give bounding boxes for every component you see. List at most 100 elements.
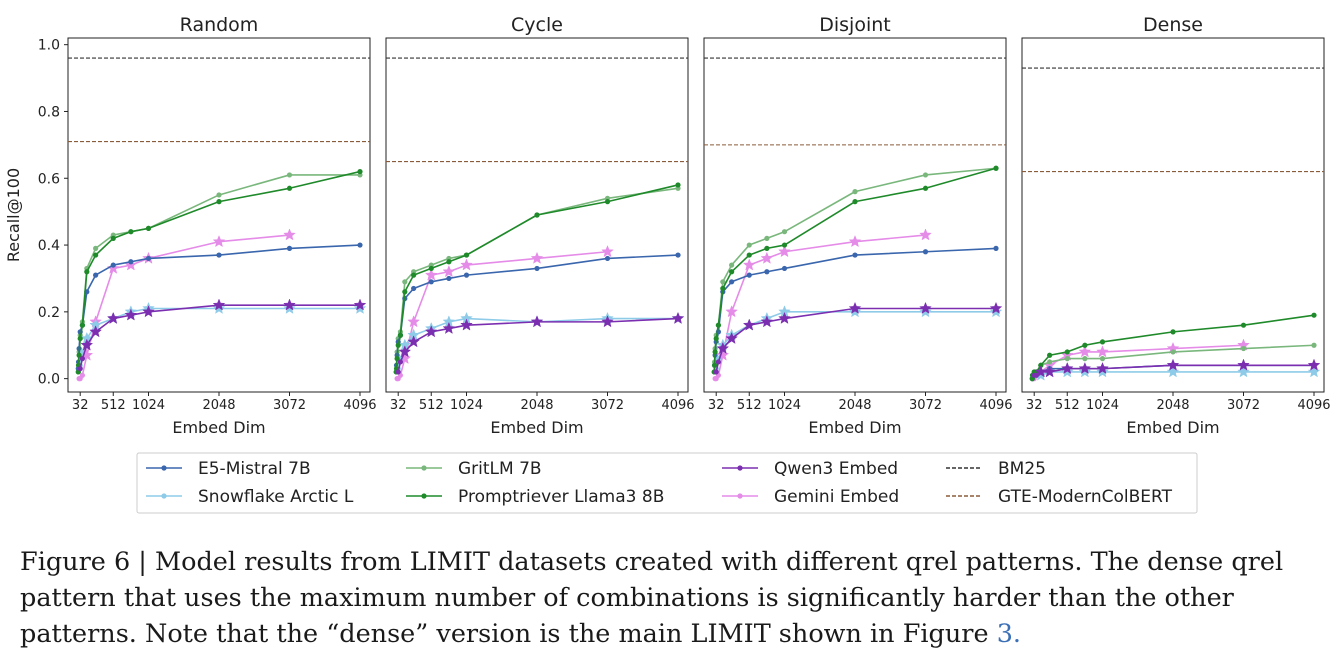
point-gemini-embed-random-64 — [79, 372, 86, 378]
panel-dense: Dense 32 512 1024 2048 3072 4096 Embed Dim — [1021, 14, 1331, 437]
series-qwen3-embed-random — [77, 298, 367, 372]
point-e5-mistral-7b-cycle-768 — [446, 275, 452, 282]
y-tick-label-0.8: 0.8 — [38, 104, 60, 120]
legend-item-snowflake-arctic-l: Snowflake Arctic L — [146, 487, 354, 507]
point-gritlm-7b-disjoint-2048 — [852, 189, 858, 195]
point-qwen3-embed-random-512 — [106, 311, 120, 324]
series-promptriever-llama3-8b-cycle — [393, 182, 681, 375]
point-gemini-embed-cycle-2048 — [530, 251, 544, 264]
series-gemini-embed-disjoint — [712, 228, 932, 382]
point-gritlm-7b-disjoint-768 — [764, 235, 770, 241]
point-promptriever-llama3-8b-dense-2048 — [1170, 329, 1176, 335]
results-figure: Random 32 512 1024 2048 3072 4096 Embed Dim 0.0 0… — [4, 14, 1331, 514]
chart-panels: Random 32 512 1024 2048 3072 4096 Embed Dim 0.0 0… — [4, 14, 1331, 437]
point-qwen3-embed-disjoint-768 — [760, 315, 774, 328]
y-tick-label-1: 1.0 — [38, 38, 60, 54]
point-promptriever-llama3-8b-dense-4096 — [1311, 312, 1317, 318]
point-gritlm-7b-disjoint-256 — [729, 262, 735, 268]
point-promptriever-llama3-8b-random-4096 — [357, 168, 363, 175]
point-promptriever-llama3-8b-disjoint-256 — [729, 269, 735, 275]
figure-caption: Figure 6 | Model results from LIMIT data… — [20, 544, 1320, 652]
point-e5-mistral-7b-disjoint-512 — [746, 272, 752, 278]
point-e5-mistral-7b-cycle-2048 — [534, 265, 540, 272]
point-gritlm-7b-dense-768 — [1082, 356, 1088, 362]
point-e5-mistral-7b-cycle-3072 — [604, 255, 611, 262]
y-tick-label-0: 0.0 — [38, 372, 60, 388]
point-qwen3-embed-cycle-256 — [407, 335, 420, 348]
point-promptriever-llama3-8b-cycle-128 — [402, 289, 408, 295]
point-qwen3-embed-cycle-128 — [398, 345, 412, 358]
point-e5-mistral-7b-random-4096 — [357, 242, 363, 248]
point-qwen3-embed-random-4096 — [353, 298, 367, 311]
x-tick-label-disjoint-32: 32 — [708, 398, 725, 413]
series-gemini-embed-cycle — [394, 245, 614, 382]
point-promptriever-llama3-8b-cycle-1024 — [463, 252, 470, 258]
legend-label-snowflake-arctic-l: Snowflake Arctic L — [198, 487, 354, 507]
legend-marker-snowflake-arctic-l — [161, 493, 167, 499]
point-qwen3-embed-random-32 — [77, 366, 83, 372]
x-tick-label-cycle-2048: 2048 — [520, 398, 553, 413]
x-tick-label-random-1024: 1024 — [132, 398, 165, 413]
x-axis-label-dense: Embed Dim — [1126, 418, 1219, 437]
point-gritlm-7b-dense-1024 — [1099, 356, 1106, 362]
point-qwen3-embed-disjoint-64 — [715, 359, 722, 365]
point-qwen3-embed-random-128 — [80, 338, 94, 351]
point-promptriever-llama3-8b-cycle-3072 — [604, 199, 611, 205]
point-qwen3-embed-dense-2048 — [1166, 358, 1180, 371]
point-qwen3-embed-disjoint-512 — [742, 318, 756, 331]
point-gritlm-7b-dense-3072 — [1240, 345, 1247, 352]
point-gritlm-7b-random-256 — [93, 245, 99, 251]
point-qwen3-embed-disjoint-2048 — [848, 301, 862, 314]
point-promptriever-llama3-8b-cycle-512 — [428, 265, 434, 272]
point-qwen3-embed-random-3072 — [283, 298, 296, 311]
point-e5-mistral-7b-disjoint-4096 — [993, 245, 999, 251]
point-qwen3-embed-dense-512 — [1060, 361, 1074, 375]
x-tick-label-disjoint-512: 512 — [737, 398, 762, 413]
point-gemini-embed-disjoint-128 — [716, 348, 730, 361]
x-tick-label-disjoint-2048: 2048 — [838, 398, 871, 413]
point-qwen3-embed-disjoint-32 — [713, 369, 719, 375]
legend-label-e5-mistral-7b: E5-Mistral 7B — [198, 459, 311, 479]
panel-title-random: Random — [180, 14, 259, 36]
x-tick-label-cycle-512: 512 — [419, 398, 444, 413]
series-qwen3-embed-disjoint — [713, 301, 1003, 375]
point-gritlm-7b-dense-2048 — [1170, 349, 1176, 355]
panel-cycle: Cycle 32 512 1024 2048 3072 4096 Embed Dim — [385, 14, 695, 437]
point-gemini-embed-random-512 — [106, 261, 120, 274]
legend-marker-gemini-embed — [737, 493, 743, 499]
point-qwen3-embed-dense-256 — [1043, 365, 1056, 378]
point-gritlm-7b-disjoint-3072 — [922, 172, 929, 178]
series-line-qwen3-embed-cycle — [397, 317, 679, 373]
panel-disjoint: Disjoint 32 512 1024 2048 3072 4096 Embed Dim — [703, 14, 1013, 437]
legend-item-qwen3-embed: Qwen3 Embed — [722, 459, 898, 479]
plot-frame-disjoint — [703, 37, 1007, 393]
point-gritlm-7b-dense-4096 — [1311, 342, 1317, 348]
point-promptriever-llama3-8b-random-128 — [84, 269, 90, 275]
legend-label-qwen3-embed: Qwen3 Embed — [774, 459, 898, 479]
legend-item-e5-mistral-7b: E5-Mistral 7B — [146, 459, 311, 479]
point-promptriever-llama3-8b-cycle-2048 — [534, 212, 540, 218]
point-qwen3-embed-cycle-768 — [442, 321, 456, 334]
point-qwen3-embed-random-256 — [89, 325, 102, 338]
legend-label-gemini-embed: Gemini Embed — [774, 487, 899, 507]
point-promptriever-llama3-8b-random-32 — [77, 335, 83, 342]
legend-item-promptriever-llama3-8b: Promptriever Llama3 8B — [406, 487, 664, 507]
x-tick-label-random-2048: 2048 — [202, 398, 235, 413]
point-e5-mistral-7b-cycle-256 — [411, 285, 417, 292]
point-gemini-embed-disjoint-768 — [760, 251, 774, 264]
point-promptriever-llama3-8b-disjoint-2048 — [852, 199, 858, 205]
point-promptriever-llama3-8b-disjoint-8 — [711, 362, 718, 368]
point-promptriever-llama3-8b-disjoint-16 — [712, 349, 718, 355]
point-promptriever-llama3-8b-random-64 — [79, 322, 86, 328]
x-tick-label-dense-3072: 3072 — [1227, 398, 1260, 413]
point-qwen3-embed-cycle-32 — [395, 369, 401, 375]
point-e5-mistral-7b-disjoint-256 — [729, 279, 735, 285]
legend-label-gte-moderncolbert: GTE-ModernColBERT — [998, 487, 1173, 507]
point-e5-mistral-7b-disjoint-1024 — [781, 265, 788, 272]
point-gemini-embed-cycle-3072 — [601, 245, 614, 258]
point-qwen3-embed-disjoint-4096 — [989, 301, 1003, 314]
point-gemini-embed-cycle-512 — [424, 268, 438, 281]
point-qwen3-embed-cycle-64 — [397, 359, 404, 365]
point-qwen3-embed-random-1024 — [142, 305, 155, 318]
figure-reference-link[interactable]: 3. — [996, 619, 1022, 649]
